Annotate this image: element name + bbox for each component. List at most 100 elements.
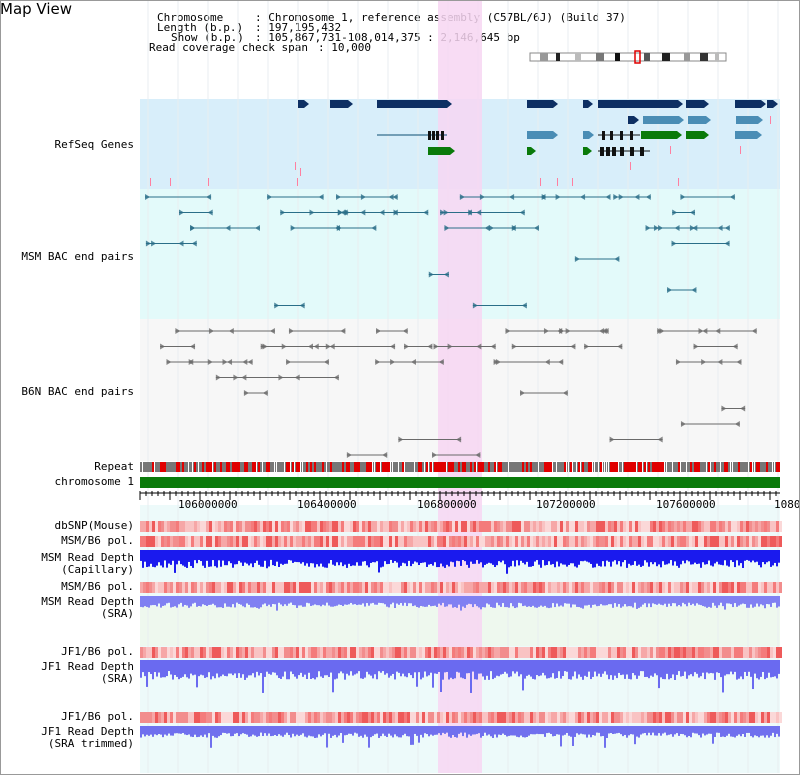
msm-bac-pair-end	[318, 194, 324, 200]
repeat-gap	[572, 462, 573, 472]
heat-cell	[440, 582, 443, 593]
repeat-element	[402, 462, 404, 472]
depth-bar	[242, 596, 244, 607]
depth-bar	[354, 596, 356, 605]
depth-bar	[420, 660, 422, 680]
ideogram-band	[556, 53, 560, 61]
heat-cell	[722, 712, 725, 723]
depth-bar	[738, 726, 740, 735]
heat-cell	[578, 582, 581, 593]
depth-bar	[642, 726, 644, 734]
heat-cell	[746, 712, 749, 723]
depth-bar	[588, 596, 590, 605]
repeat-element	[696, 462, 698, 472]
depth-bar	[690, 550, 692, 565]
b6n-bac-pair-end	[427, 343, 433, 350]
depth-bar	[764, 596, 766, 609]
heat-cell	[191, 712, 194, 723]
depth-bar	[708, 726, 710, 734]
heat-cell	[428, 712, 431, 723]
depth-bar	[348, 726, 350, 734]
heat-cell	[176, 647, 179, 658]
heat-cell	[236, 536, 239, 547]
repeat-element	[420, 462, 422, 472]
depth-bar	[308, 726, 310, 736]
depth-bar	[552, 726, 554, 737]
depth-bar	[656, 660, 658, 676]
repeat-element	[354, 462, 356, 472]
refseq-genes-track[interactable]	[150, 100, 778, 186]
heat-cell	[473, 582, 476, 593]
depth-bar	[200, 596, 202, 607]
depth-bar	[550, 660, 552, 678]
heat-cell	[392, 582, 395, 593]
repeat-gap	[706, 462, 707, 472]
heat-cell	[413, 536, 416, 547]
depth-bar	[186, 660, 188, 678]
heat-cell	[362, 521, 365, 532]
depth-bar	[396, 726, 398, 737]
depth-bar	[590, 550, 592, 564]
heat-cell	[179, 582, 182, 593]
heat-cell	[593, 582, 596, 593]
depth-bar	[564, 726, 566, 735]
heat-cell	[773, 712, 776, 723]
msm-bac-pair-end	[521, 302, 527, 309]
depth-bar	[702, 550, 704, 563]
repeat-gap	[568, 462, 569, 472]
heat-cell	[143, 582, 146, 593]
depth-bar	[328, 660, 330, 677]
heat-cell	[212, 647, 215, 658]
depth-bar	[594, 660, 596, 672]
b6n-bac-track[interactable]	[160, 328, 757, 458]
gene-strand-arrow	[553, 100, 558, 108]
heat-cell	[401, 712, 404, 723]
msm-bac-track[interactable]	[145, 194, 735, 309]
repeat-element	[382, 462, 384, 472]
depth-bar	[264, 550, 266, 561]
depth-bar	[732, 726, 734, 737]
depth-bar	[728, 596, 730, 604]
heat-cell	[512, 647, 515, 658]
heat-cell	[329, 712, 332, 723]
depth-bar	[446, 726, 448, 733]
heat-cell	[197, 582, 200, 593]
depth-bar	[548, 596, 550, 609]
depth-bar	[610, 660, 612, 676]
repeat-element	[652, 462, 654, 472]
depth-bar	[144, 596, 146, 607]
heat-cell	[761, 536, 764, 547]
depth-bar	[444, 660, 446, 673]
depth-bar	[450, 550, 452, 562]
repeat-element	[500, 462, 502, 472]
heat-cell	[356, 536, 359, 547]
depth-bar	[548, 726, 550, 733]
heat-cell	[263, 582, 266, 593]
heat-cell	[344, 521, 347, 532]
heat-cell	[185, 536, 188, 547]
depth-bar	[618, 550, 620, 562]
depth-bar	[244, 660, 246, 680]
axis-label: 107600000	[656, 498, 716, 511]
depth-bar	[712, 660, 714, 674]
depth-bar	[432, 726, 434, 736]
heat-cell	[722, 521, 725, 532]
chromosome-ideogram[interactable]	[529, 50, 727, 64]
repeat-element	[330, 462, 332, 472]
depth-bar	[494, 726, 496, 735]
depth-bar	[700, 550, 702, 568]
refseq-gene	[298, 100, 304, 108]
depth-bar	[316, 660, 318, 678]
heat-cell	[689, 536, 692, 547]
depth-bar	[226, 660, 228, 677]
depth-bar	[382, 550, 384, 567]
heat-cell	[338, 712, 341, 723]
heat-cell	[485, 712, 488, 723]
depth-bar	[506, 596, 508, 608]
depth-bar	[572, 726, 574, 746]
gene-strand-arrow	[634, 116, 639, 124]
depth-bar	[350, 596, 352, 603]
heat-cell	[248, 582, 251, 593]
heat-cell	[707, 582, 710, 593]
